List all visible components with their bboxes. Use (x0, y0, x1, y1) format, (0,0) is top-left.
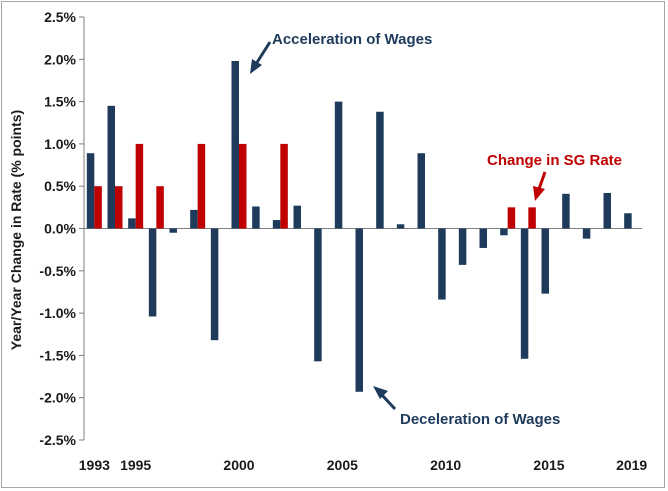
bar-sg-rate-change-2014 (528, 207, 536, 229)
bar-wage-change-2002 (272, 220, 281, 229)
bar-wage-change-2018 (603, 192, 611, 229)
annotation-sg-rate-arrow (537, 171, 547, 190)
bar-wage-change-1995 (128, 218, 136, 229)
bar-wage-change-2000 (231, 60, 239, 229)
y-tick-label: 0.0% (44, 221, 76, 237)
y-tick-label: 1.5% (44, 94, 76, 110)
bar-sg-rate-change-1994 (115, 186, 123, 229)
annotation-acceleration-arrowhead (250, 59, 262, 74)
annotation-sg-rate-text: Change in SG Rate (487, 152, 622, 169)
annotation-acceleration: Acceleration of Wages (250, 31, 432, 74)
annotation-acceleration-text: Acceleration of Wages (272, 31, 432, 48)
x-tick-label-1995: 1995 (120, 457, 151, 473)
bar-wage-change-2017 (582, 228, 591, 239)
bar-sg-rate-change-1996 (156, 186, 164, 229)
bar-sg-rate-change-1998 (197, 143, 206, 229)
bar-wage-change-2011 (458, 228, 467, 265)
bar-wage-change-2006 (355, 228, 363, 392)
bars-layer (86, 60, 632, 392)
y-axis-label: Year/Year Change in Rate (% points) (8, 110, 24, 350)
y-tick-label: -2.5% (39, 432, 76, 448)
annotation-deceleration-text: Deceleration of Wages (400, 411, 560, 428)
annotation-deceleration-arrow (380, 393, 397, 411)
x-tick-label-2015: 2015 (533, 457, 564, 473)
bar-wage-change-2010 (438, 228, 446, 300)
bar-wage-change-1993 (86, 153, 95, 229)
x-tick-label-2000: 2000 (223, 457, 254, 473)
bar-wage-change-2016 (562, 193, 570, 229)
bar-sg-rate-change-1995 (135, 143, 144, 229)
y-tick-label: 0.5% (44, 178, 76, 194)
annotation-deceleration: Deceleration of Wages (373, 386, 560, 428)
y-tick-label: -1.5% (39, 347, 76, 363)
labels-layer: -2.5% -2.0% -1.5% -1.0% -0.5% 0.0% 0.5% 1.0% 1.5… (39, 9, 647, 473)
bar-wage-change-2015 (541, 228, 549, 294)
bar-sg-rate-change-2002 (280, 143, 288, 229)
bar-wage-change-2009 (417, 153, 425, 229)
bar-wage-change-2013 (500, 228, 508, 236)
bar-sg-rate-change-2013 (507, 207, 516, 229)
bar-sg-rate-change-2000 (239, 143, 247, 229)
bar-wage-change-2012 (479, 228, 487, 248)
bar-wage-change-2008 (396, 224, 405, 229)
bar-wage-change-2014 (520, 228, 529, 359)
y-tick-label: 1.0% (44, 136, 76, 152)
annotation-sg-rate-arrowhead (533, 186, 545, 201)
y-tick-label: 2.0% (44, 51, 76, 67)
bar-sg-rate-change-1993 (94, 186, 102, 229)
bar-wage-change-1998 (190, 209, 198, 229)
bar-wage-change-2005 (334, 101, 343, 229)
x-tick-label-2019: 2019 (616, 457, 647, 473)
y-tick-label: -0.5% (39, 263, 76, 279)
bar-wage-change-1996 (148, 228, 157, 317)
y-tick-label: 2.5% (44, 9, 76, 25)
bar-wage-change-2019 (624, 213, 632, 229)
x-tick-label-2010: 2010 (430, 457, 461, 473)
annotation-sg-rate: Change in SG Rate (487, 152, 622, 201)
annotation-acceleration-arrow (254, 41, 272, 65)
bar-wage-change-2004 (314, 228, 322, 362)
bar-wage-change-2001 (252, 206, 260, 229)
bar-wage-change-1997 (169, 228, 177, 233)
x-tick-label-1993: 1993 (79, 457, 110, 473)
x-tick-label-2005: 2005 (327, 457, 358, 473)
bar-wage-change-1999 (210, 228, 219, 341)
y-tick-label: -1.0% (39, 305, 76, 321)
y-tick-label: -2.0% (39, 390, 76, 406)
annotation-deceleration-arrowhead (373, 386, 388, 399)
bar-wage-change-1994 (107, 105, 115, 229)
bar-wage-change-2003 (293, 205, 301, 229)
bar-wage-change-2007 (376, 111, 384, 229)
